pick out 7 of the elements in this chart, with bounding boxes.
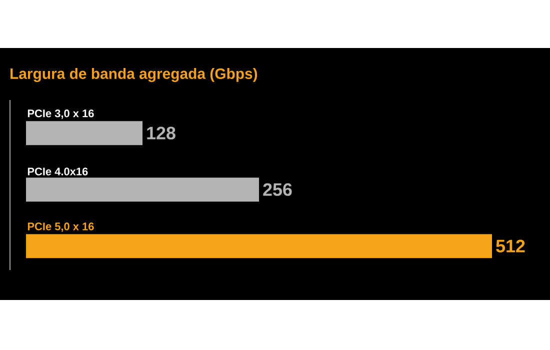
- data-label: 256: [263, 183, 292, 196]
- y-tick-label: PCIe 3,0 x 16: [28, 110, 94, 119]
- y-tick-label: PCIe 5,0 x 16: [28, 222, 94, 232]
- y-tick-label: PCIe 4.0x16: [28, 168, 88, 176]
- data-label: 128: [147, 126, 176, 140]
- data-label: 512: [496, 240, 525, 252]
- chart-title: Largura de banda agregada (Gbps): [10, 68, 258, 82]
